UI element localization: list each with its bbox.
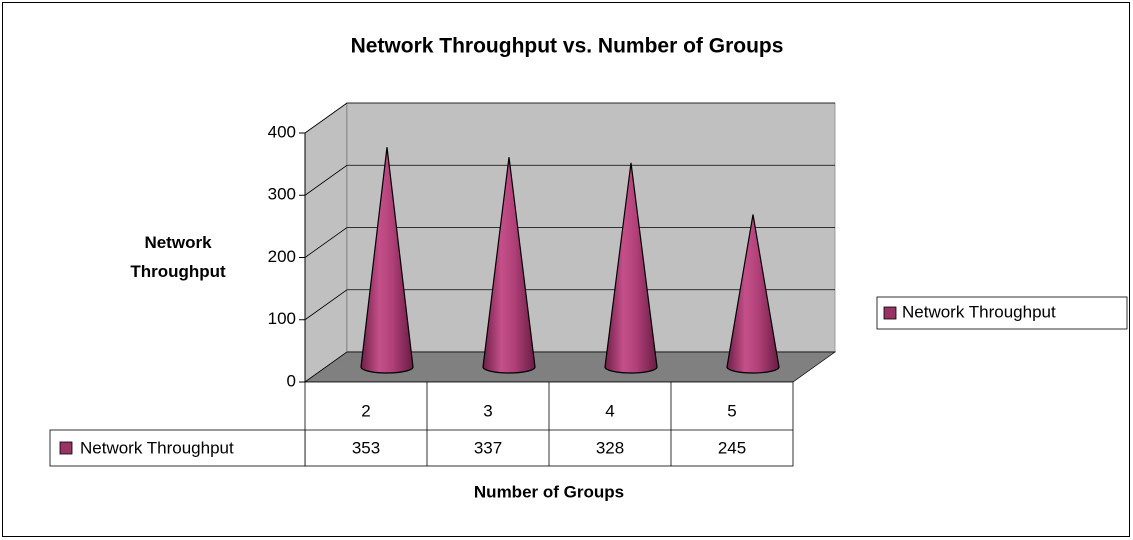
grid-line xyxy=(304,289,835,321)
legend-box xyxy=(876,296,1128,330)
grid-line xyxy=(304,227,835,258)
table-legend-key xyxy=(59,441,73,455)
cone xyxy=(604,162,658,374)
y-tick-label: 400 xyxy=(268,122,296,141)
grid-line xyxy=(304,102,835,134)
x-tick-label: 5 xyxy=(727,401,736,420)
table-series-name: Network Throughput xyxy=(80,438,234,457)
x-tick-label: 4 xyxy=(605,401,614,420)
x-tick-label: 2 xyxy=(361,401,370,420)
y-tick-label: 300 xyxy=(268,185,296,204)
cone xyxy=(726,214,780,374)
y-axis-label: Network Throughput xyxy=(130,233,226,281)
table-value: 328 xyxy=(596,438,624,457)
y-tick-label: 0 xyxy=(287,371,296,390)
y-tick-label: 200 xyxy=(268,247,296,266)
table-value: 337 xyxy=(474,438,502,457)
grid-line xyxy=(304,164,835,196)
chart-title: Network Throughput vs. Number of Groups xyxy=(351,35,784,58)
cone xyxy=(482,157,536,374)
table-series-cell xyxy=(49,429,306,467)
table-value: 353 xyxy=(352,438,380,457)
legend-key xyxy=(883,306,897,320)
x-tick-label: 3 xyxy=(483,401,492,420)
cone xyxy=(360,147,414,374)
legend-label: Network Throughput xyxy=(902,302,1056,321)
x-axis-label: Number of Groups xyxy=(474,482,624,501)
table-value: 245 xyxy=(718,438,746,457)
y-tick-label: 100 xyxy=(268,309,296,328)
